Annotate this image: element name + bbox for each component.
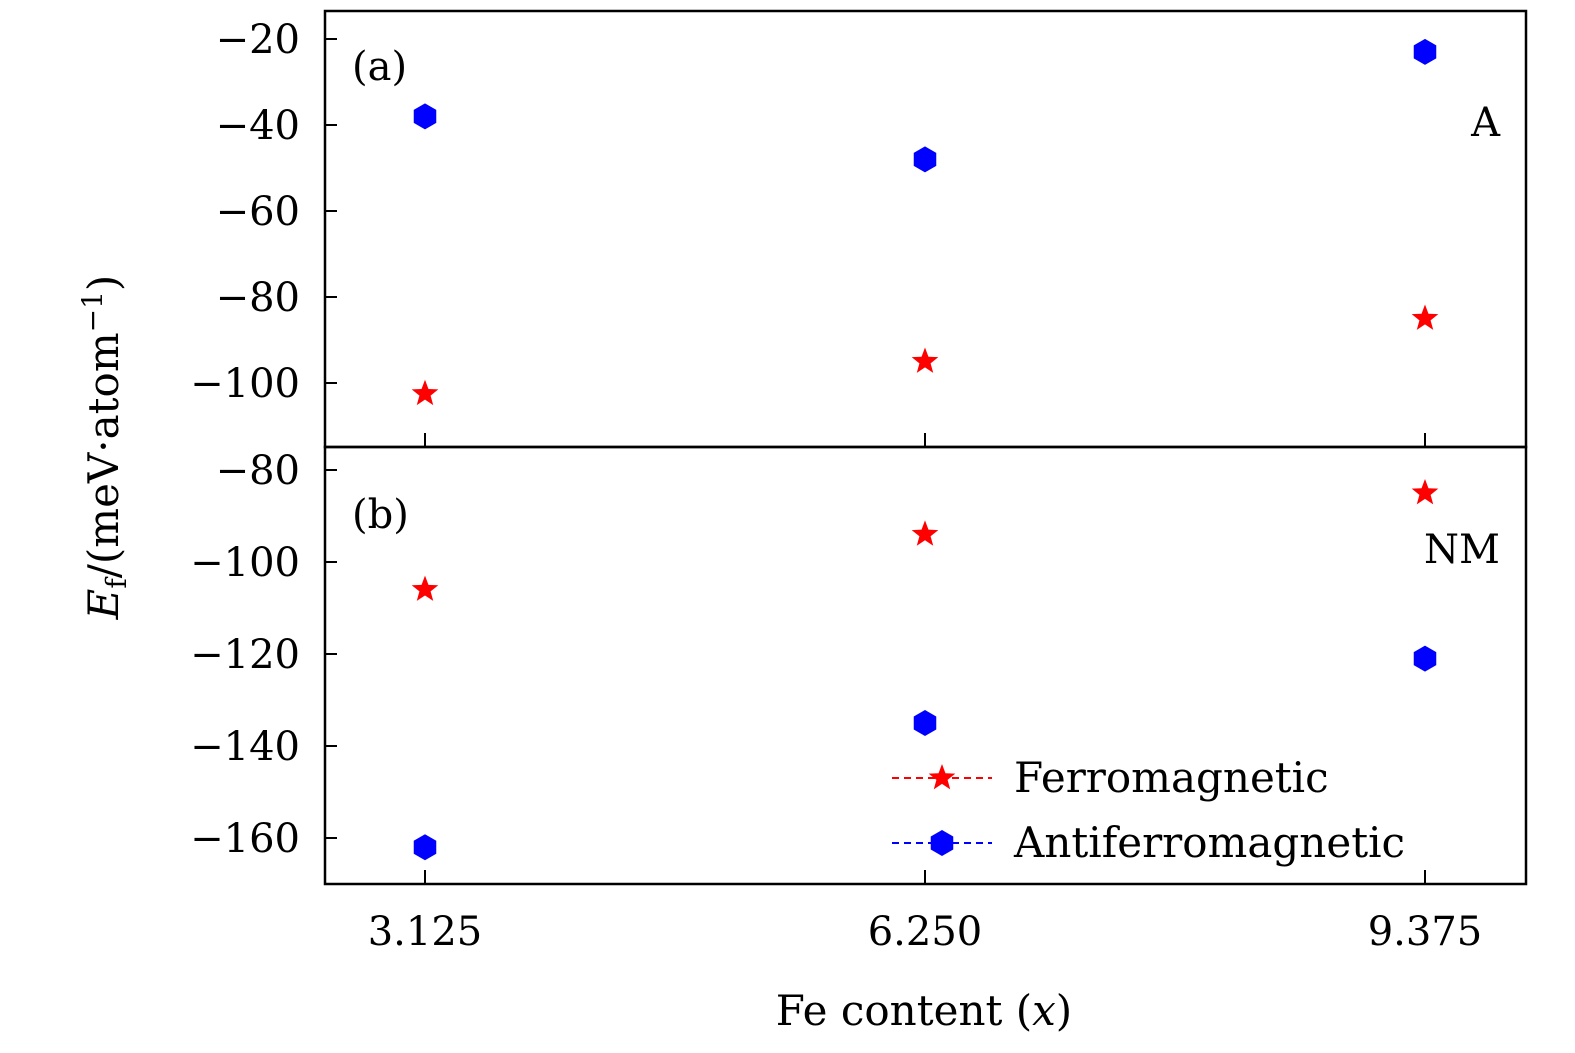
panel-b-point-ferromagnetic: [1411, 479, 1439, 505]
x-axis-title: Fe content (x): [776, 986, 1072, 1035]
panel-b-y-tick-label: −160: [190, 816, 300, 862]
axis-ticks: −20 −40 −60 −80 −100 −80 −100 −120 −140 −160 3.125…: [190, 17, 1482, 955]
panel-b-point-antiferromagnetic: [1413, 645, 1437, 672]
panel-a-label: (a): [352, 44, 407, 90]
panel-b-annotation: NM: [1424, 527, 1500, 573]
panel-b-y-tick-label: −100: [190, 540, 300, 586]
panel-b-point-ferromagnetic: [911, 520, 939, 546]
legend-hexagon-icon: [930, 830, 954, 856]
panel-b-label: (b): [352, 492, 409, 538]
panel-b-y-tick-label: −120: [190, 632, 300, 678]
panel-a-point-antiferromagnetic: [413, 103, 437, 130]
legend-label-ferromagnetic: Ferromagnetic: [1014, 753, 1329, 802]
chart-marks: [411, 38, 1439, 861]
legend-star-icon: [928, 764, 956, 790]
panel-a-y-tick-label: −100: [190, 361, 300, 407]
panel-a-point-ferromagnetic: [411, 379, 439, 406]
x-tick-label: 6.250: [868, 909, 983, 955]
panel-a-point-antiferromagnetic: [1413, 38, 1437, 65]
panel-a-frame: [323, 9, 1528, 449]
x-tick-label: 3.125: [368, 909, 483, 955]
legend: Ferromagnetic Antiferromagnetic: [892, 753, 1405, 867]
legend-label-antiferromagnetic: Antiferromagnetic: [1013, 818, 1405, 867]
panel-b-point-ferromagnetic: [411, 575, 439, 601]
panel-a-point-ferromagnetic: [911, 347, 939, 373]
panel-b-point-antiferromagnetic: [413, 834, 437, 861]
x-tick-label: 9.375: [1368, 909, 1483, 955]
panel-b-y-tick-label: −80: [216, 448, 300, 494]
legend-marker-ferromagnetic: [928, 764, 956, 790]
panel-a-y-tick-label: −20: [216, 17, 300, 63]
panel-a-y-tick-label: −80: [216, 275, 300, 321]
panel-a-point-antiferromagnetic: [913, 146, 937, 173]
panel-a-point-ferromagnetic: [1411, 304, 1439, 330]
panel-a-y-tick-label: −40: [216, 103, 300, 149]
y-axis-title: Ef/(meV·atom−1): [76, 275, 133, 621]
panel-a-annotation: A: [1470, 100, 1501, 146]
panel-a-y-tick-label: −60: [216, 189, 300, 235]
panel-b-point-antiferromagnetic: [913, 710, 937, 736]
legend-marker-antiferromagnetic: [930, 830, 954, 856]
panel-b-y-tick-label: −140: [190, 724, 300, 770]
